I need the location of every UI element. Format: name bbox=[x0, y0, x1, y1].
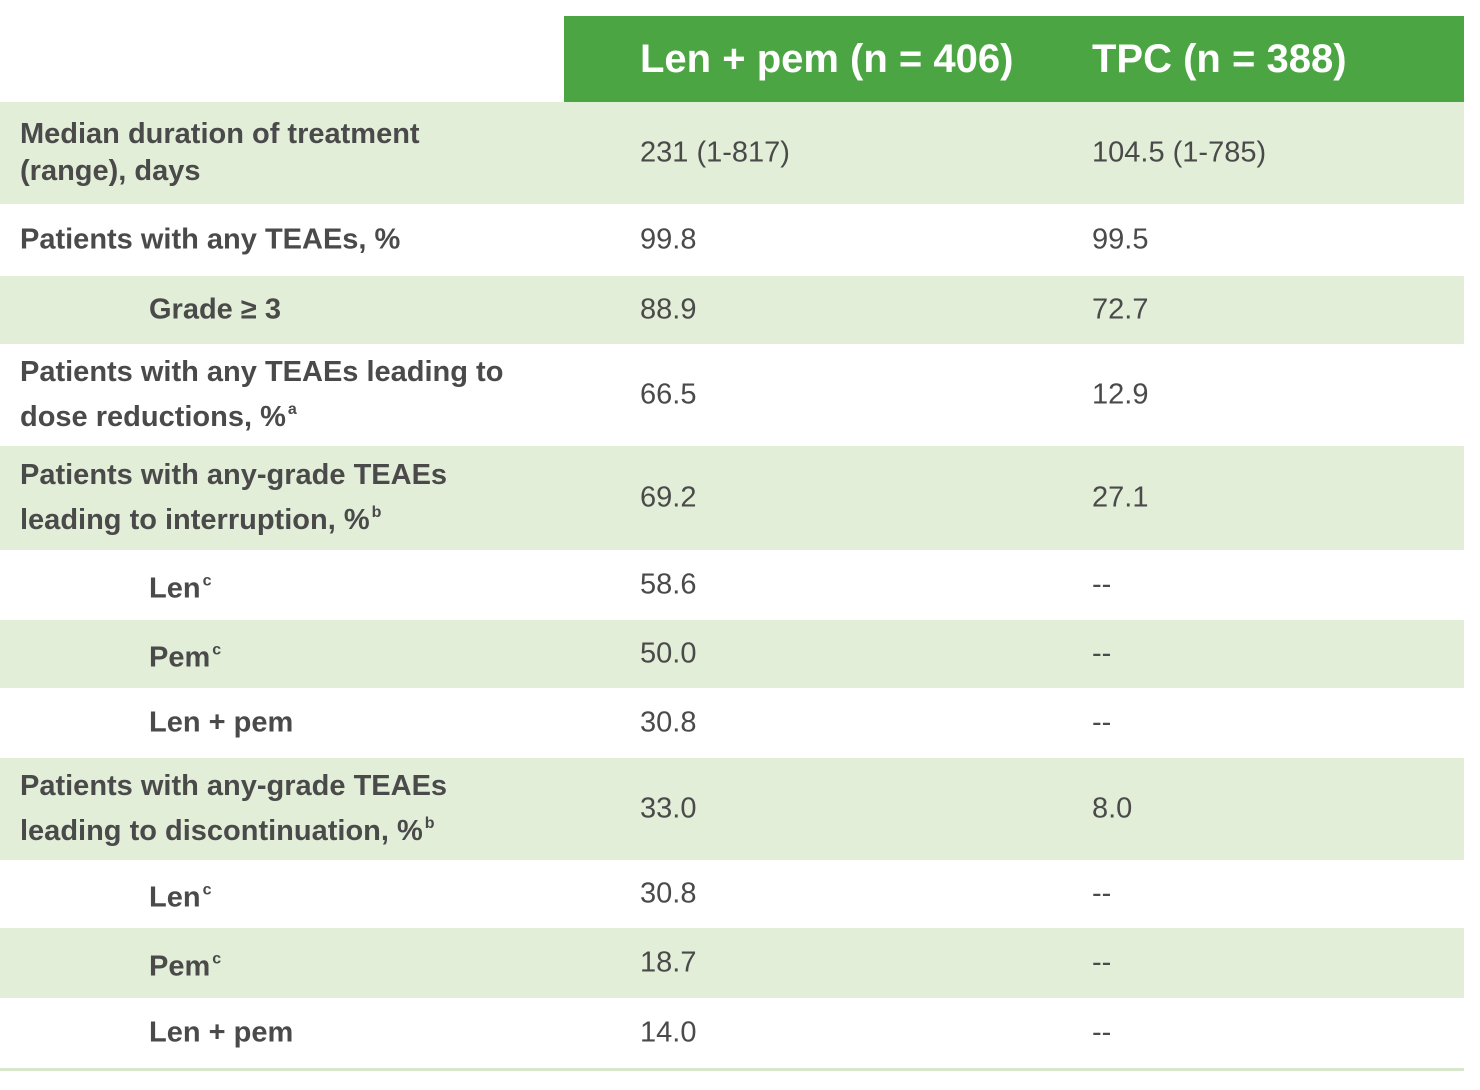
len-pem-value: 88.9 bbox=[640, 293, 697, 326]
len-pem-value: 66.5 bbox=[640, 378, 697, 411]
tpc-value: 12.9 bbox=[1092, 378, 1149, 411]
row-label: Patients with any TEAEs leading to dose r… bbox=[20, 356, 504, 433]
len-pem-value: 58.6 bbox=[640, 568, 697, 601]
table-row: Len + pem 30.8 -- bbox=[0, 688, 1464, 758]
table-row: Patients with any-grade TEAEs leading to … bbox=[0, 758, 1464, 860]
column-header-len-pem: Len + pem (n = 406) bbox=[640, 37, 1014, 81]
footnote-marker: c bbox=[202, 881, 212, 899]
len-pem-value: 99.8 bbox=[640, 223, 697, 256]
tpc-value: -- bbox=[1092, 1016, 1112, 1049]
len-pem-value: 33.0 bbox=[640, 792, 697, 825]
table-row: Pem c 18.7 -- bbox=[0, 928, 1464, 998]
footnote-marker: c bbox=[212, 641, 222, 659]
row-label: Patients with any-grade TEAEs leading to … bbox=[20, 459, 448, 536]
tpc-value: 8.0 bbox=[1092, 792, 1133, 825]
footnote-marker: c bbox=[202, 572, 212, 590]
row-label: Pem c bbox=[149, 641, 222, 674]
table-bottom-rule bbox=[0, 1068, 1464, 1071]
column-header-tpc: TPC (n = 388) bbox=[1092, 37, 1347, 81]
len-pem-value: 30.8 bbox=[640, 706, 697, 739]
row-label: Len + pem bbox=[149, 1016, 294, 1049]
table-row: Patients with any-grade TEAEs leading to … bbox=[0, 446, 1464, 550]
tpc-value: 104.5 (1-785) bbox=[1092, 136, 1267, 169]
footnote-marker: b bbox=[424, 815, 435, 832]
table-row: Pem c 50.0 -- bbox=[0, 620, 1464, 688]
table-header: Len + pem (n = 406) TPC (n = 388) bbox=[564, 16, 1464, 102]
tpc-value: 72.7 bbox=[1092, 293, 1149, 326]
tpc-value: -- bbox=[1092, 706, 1112, 739]
len-pem-value: 231 (1-817) bbox=[640, 136, 790, 169]
row-label: Pem c bbox=[149, 950, 222, 983]
footnote-marker: a bbox=[287, 401, 297, 418]
row-label: Patients with any TEAEs, % bbox=[20, 223, 401, 256]
row-label: Patients with any-grade TEAEs leading to … bbox=[20, 770, 448, 847]
tpc-value: 27.1 bbox=[1092, 481, 1149, 514]
len-pem-value: 18.7 bbox=[640, 946, 697, 979]
len-pem-value: 14.0 bbox=[640, 1016, 697, 1049]
row-label: Len + pem bbox=[149, 706, 294, 739]
row-label: Len c bbox=[149, 881, 212, 914]
len-pem-value: 30.8 bbox=[640, 877, 697, 910]
table-row: Len + pem 14.0 -- bbox=[0, 998, 1464, 1068]
table-row: Grade ≥ 3 88.9 72.7 bbox=[0, 276, 1464, 344]
tpc-value: -- bbox=[1092, 877, 1112, 910]
tpc-value: -- bbox=[1092, 568, 1112, 601]
table-row: Median duration of treatment (range), day… bbox=[0, 102, 1464, 204]
tpc-value: -- bbox=[1092, 946, 1112, 979]
tpc-value: -- bbox=[1092, 637, 1112, 670]
tpc-value: 99.5 bbox=[1092, 223, 1149, 256]
table-row: Len c 30.8 -- bbox=[0, 860, 1464, 928]
table-row: Patients with any TEAEs leading to dose r… bbox=[0, 344, 1464, 446]
row-label: Median duration of treatment (range), day… bbox=[20, 118, 420, 187]
footnote-marker: c bbox=[212, 950, 222, 968]
row-label: Grade ≥ 3 bbox=[149, 293, 281, 326]
len-pem-value: 50.0 bbox=[640, 637, 697, 670]
footnote-marker: b bbox=[371, 504, 382, 521]
len-pem-value: 69.2 bbox=[640, 481, 697, 514]
table-row: Len c 58.6 -- bbox=[0, 550, 1464, 620]
row-label: Len c bbox=[149, 572, 212, 605]
table-row: Patients with any TEAEs, % 99.8 99.5 bbox=[0, 204, 1464, 276]
